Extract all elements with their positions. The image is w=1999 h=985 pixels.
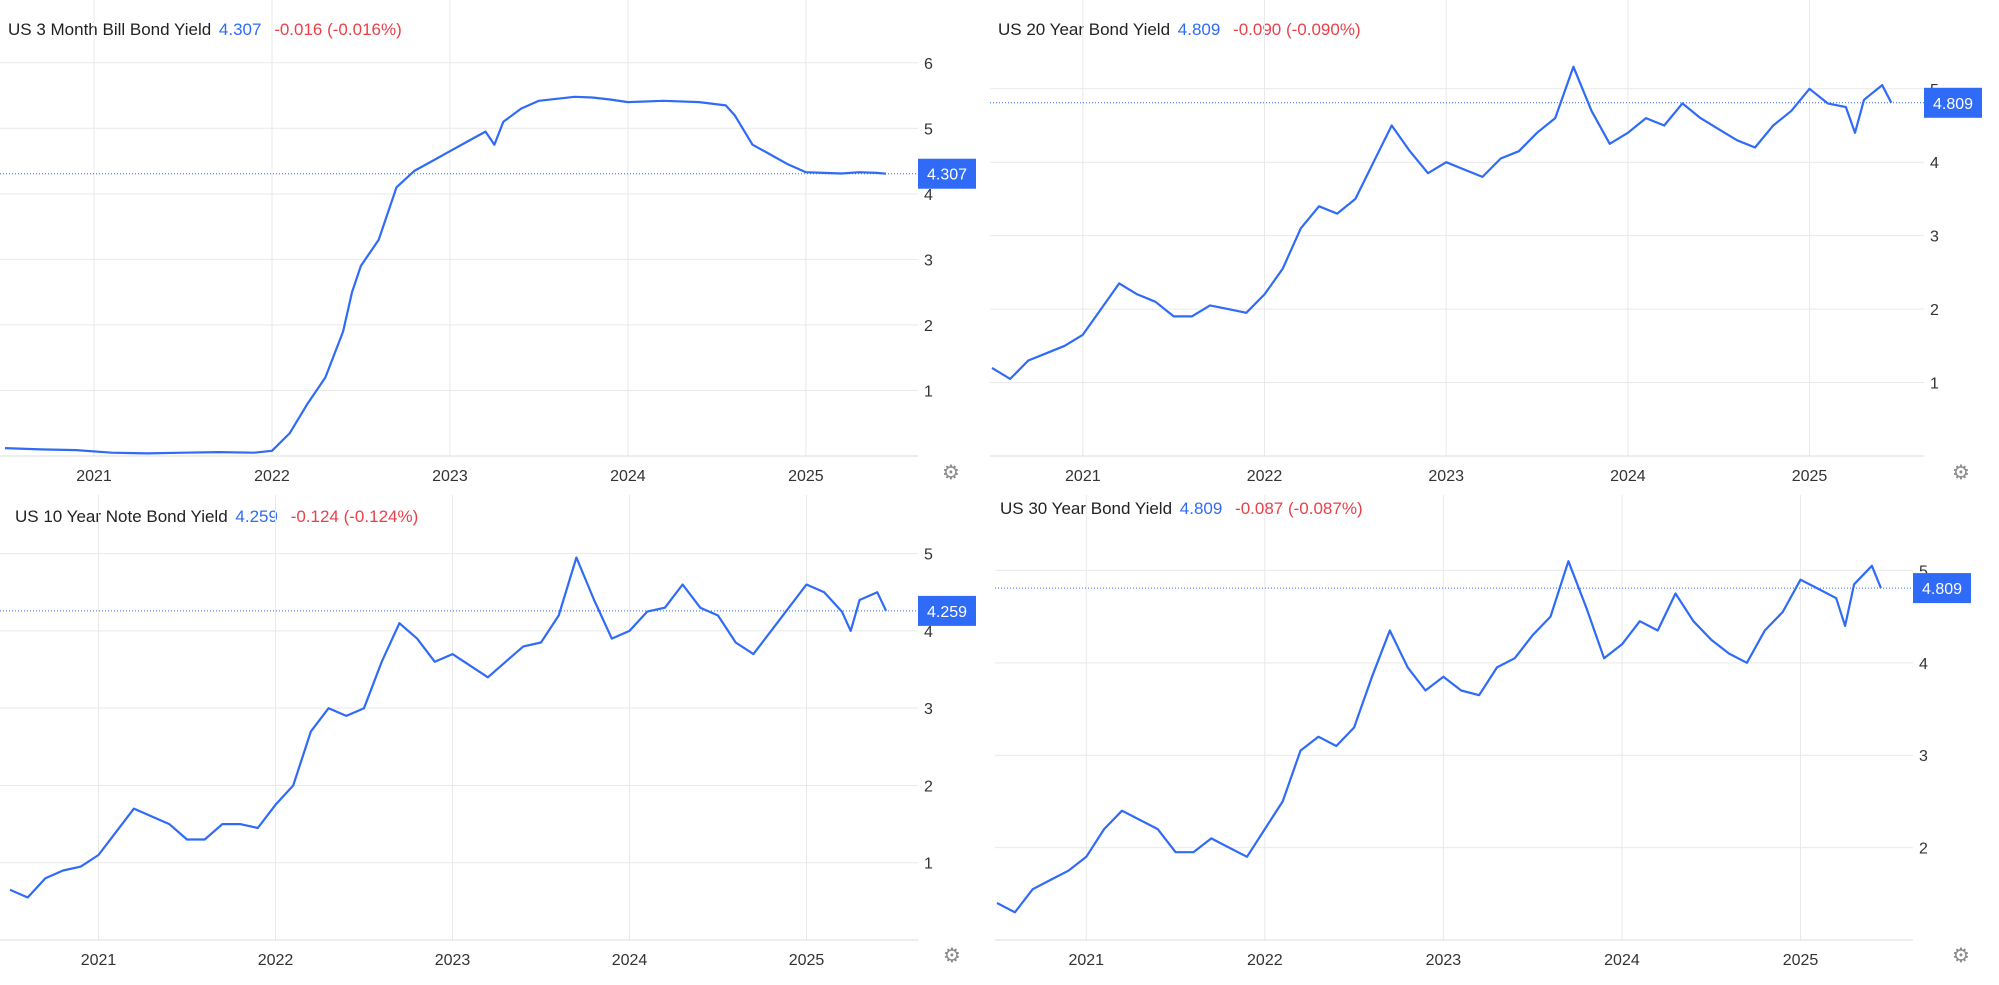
y-tick-label: 4 [924,187,933,204]
last-value-label: 4.809 [1922,581,1962,598]
y-tick-label: 3 [1919,748,1928,765]
gear-icon[interactable]: ⚙ [942,462,960,484]
y-tick-label: 2 [1919,841,1928,858]
y-tick-label: 1 [1930,376,1939,393]
x-tick-label: 2025 [788,468,824,485]
change-value: -0.087 (-0.087%) [1235,499,1363,518]
y-tick-label: 5 [1919,563,1928,580]
x-tick-label: 2022 [1247,468,1283,485]
chart-panel-3-month-bill: US 3 Month Bill Bond Yield 4.307 -0.016 … [0,0,980,490]
x-tick-label: 2021 [1065,468,1101,485]
last-value-badge [918,595,976,626]
x-tick-label: 2024 [1610,468,1646,485]
x-tick-label: 2024 [1604,952,1640,969]
y-tick-label: 1 [924,856,933,873]
chart-panel-20-year-bond: US 20 Year Bond Yield 4.809 -0.090 (-0.0… [990,0,1999,490]
last-value-label: 4.259 [927,604,967,621]
y-tick-label: 3 [1930,229,1939,246]
series-line[interactable] [991,65,1893,380]
y-tick-label: 5 [924,121,933,138]
x-tick-label: 2022 [254,468,290,485]
y-tick-label: 4 [924,624,933,641]
current-value: 4.259 [235,507,278,526]
series-line[interactable] [4,95,887,455]
chart-title: US 10 Year Note Bond Yield [15,507,228,526]
chart-header: US 3 Month Bill Bond Yield 4.307 -0.016 … [8,20,402,40]
y-tick-label: 4 [1919,656,1928,673]
change-value: -0.124 (-0.124%) [290,507,419,526]
x-tick-label: 2021 [76,468,112,485]
x-tick-label: 2023 [432,468,468,485]
x-tick-label: 2022 [258,952,294,969]
line-chart[interactable]: 1 2 3 4 5 6 2021 2022 2023 2024 2025 4.307 [0,0,980,490]
x-tick-label: 2025 [1783,952,1819,969]
y-tick-label: 3 [924,252,933,269]
chart-title: US 20 Year Bond Yield [998,20,1171,39]
series-line[interactable] [9,556,888,899]
x-tick-label: 2022 [1247,952,1283,969]
chart-panel-30-year-bond: US 30 Year Bond Yield 4.809 -0.087 (-0.0… [995,495,1999,985]
last-value-label: 4.809 [1933,96,1973,113]
line-chart[interactable]: 1 2 3 4 5 2021 2022 2023 2024 2025 4.259 [0,495,990,985]
gear-icon[interactable]: ⚙ [1952,945,1970,967]
y-tick-label: 6 [924,56,933,73]
x-tick-label: 2024 [612,952,648,969]
x-tick-label: 2025 [789,952,825,969]
change-value: -0.016 (-0.016%) [274,20,402,39]
y-tick-label: 2 [924,318,933,335]
y-tick-label: 4 [1930,155,1939,172]
y-tick-label: 1 [924,383,933,400]
x-tick-label: 2021 [1068,952,1104,969]
line-chart[interactable]: 2 3 4 5 2021 2022 2023 2024 2025 4.809 [995,495,1999,985]
current-value: 4.809 [1177,20,1221,39]
x-tick-label: 2023 [435,952,471,969]
current-value: 4.809 [1179,499,1223,518]
gear-icon[interactable]: ⚙ [1952,462,1970,484]
y-tick-label: 2 [1930,302,1939,319]
x-tick-label: 2023 [1426,952,1462,969]
current-value: 4.307 [218,20,262,39]
y-tick-label: 2 [924,778,933,795]
y-tick-label: 5 [924,547,933,564]
x-tick-label: 2023 [1428,468,1464,485]
x-tick-label: 2025 [1792,468,1828,485]
y-tick-label: 3 [924,701,933,718]
chart-title: US 3 Month Bill Bond Yield [8,20,212,39]
series-line[interactable] [996,560,1882,914]
last-value-badge [918,158,976,189]
chart-panel-10-year-note: US 10 Year Note Bond Yield 4.259 -0.124 … [0,495,990,985]
x-tick-label: 2021 [81,952,117,969]
x-tick-label: 2024 [610,468,646,485]
last-value-label: 4.307 [927,167,967,184]
last-value-badge [1913,573,1971,604]
chart-header: US 10 Year Note Bond Yield 4.259 -0.124 … [15,507,418,527]
gear-icon[interactable]: ⚙ [943,945,961,967]
last-value-badge [1924,87,1982,118]
